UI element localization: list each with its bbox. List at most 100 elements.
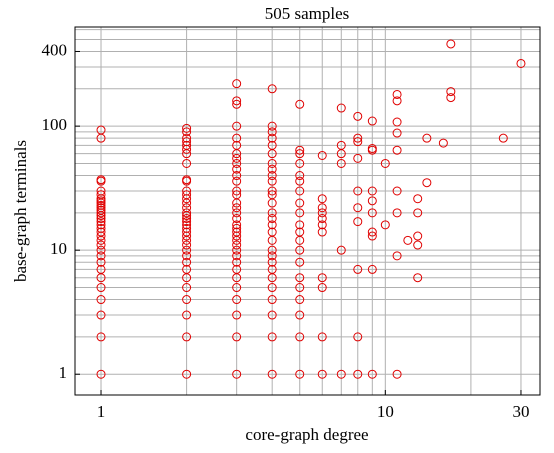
scatter-point	[353, 133, 363, 143]
scatter-point	[96, 257, 106, 267]
scatter-point	[232, 164, 242, 174]
scatter-point	[295, 220, 305, 230]
scatter-point	[267, 257, 277, 267]
y-tick-label: 10	[50, 239, 67, 258]
scatter-point	[353, 111, 363, 121]
plot-frame	[74, 26, 541, 396]
scatter-point	[182, 257, 192, 267]
scatter-point	[353, 203, 363, 213]
scatter-point	[367, 186, 377, 196]
scatter-point	[336, 369, 346, 379]
scatter-point	[392, 128, 402, 138]
scatter-point	[317, 208, 327, 218]
scatter-point	[232, 203, 242, 213]
scatter-point	[446, 93, 456, 103]
scatter-point	[413, 194, 423, 204]
scatter-point	[295, 369, 305, 379]
scatter-point	[182, 175, 192, 185]
scatter-point	[96, 245, 106, 255]
scatter-point	[295, 332, 305, 342]
scatter-point	[446, 87, 456, 97]
scatter-point	[317, 332, 327, 342]
scatter-point	[96, 295, 106, 305]
scatter-point	[182, 190, 192, 200]
scatter-point	[232, 332, 242, 342]
scatter-point	[295, 257, 305, 267]
scatter-point	[182, 245, 192, 255]
scatter-point	[267, 84, 277, 94]
scatter-point	[336, 103, 346, 113]
scatter-point	[96, 240, 106, 250]
x-tick-label: 1	[97, 402, 106, 421]
scatter-point	[367, 144, 377, 154]
scatter-point	[295, 99, 305, 109]
scatter-point	[182, 240, 192, 250]
scatter-point	[267, 264, 277, 274]
scatter-point	[232, 79, 242, 89]
scatter-point	[96, 186, 106, 196]
scatter-point	[353, 369, 363, 379]
scatter-point	[232, 264, 242, 274]
scatter-point	[392, 145, 402, 155]
scatter-point	[96, 220, 106, 230]
scatter-point	[96, 175, 106, 185]
scatter-point	[295, 149, 305, 159]
scatter-point	[392, 89, 402, 99]
scatter-point	[232, 186, 242, 196]
scatter-point	[96, 205, 106, 215]
scatter-point	[367, 369, 377, 379]
scatter-point	[267, 332, 277, 342]
scatter-point	[182, 227, 192, 237]
scatter-point	[182, 140, 192, 150]
scatter-point	[367, 264, 377, 274]
scatter-point	[295, 227, 305, 237]
scatter-point	[267, 245, 277, 255]
scatter-point	[96, 190, 106, 200]
scatter-point	[96, 217, 106, 227]
scatter-point	[96, 227, 106, 237]
y-tick-label: 100	[42, 115, 68, 134]
scatter-point	[392, 117, 402, 127]
scatter-point	[232, 140, 242, 150]
scatter-point	[267, 283, 277, 293]
scatter-point	[96, 196, 106, 206]
scatter-point	[392, 186, 402, 196]
scatter-point	[232, 283, 242, 293]
scatter-point	[232, 96, 242, 106]
scatter-point	[267, 127, 277, 137]
scatter-point	[267, 227, 277, 237]
scatter-point	[267, 158, 277, 168]
scatter-point	[317, 150, 327, 160]
scatter-point	[182, 310, 192, 320]
scatter-point	[232, 310, 242, 320]
chart-title: 505 samples	[265, 4, 350, 23]
scatter-point	[367, 227, 377, 237]
x-tick-label: 10	[377, 402, 394, 421]
scatter-point	[182, 123, 192, 133]
scatter-point	[295, 245, 305, 255]
scatter-point	[96, 283, 106, 293]
scatter-point	[182, 208, 192, 218]
scatter-point	[232, 133, 242, 143]
scatter-point	[96, 332, 106, 342]
scatter-point	[295, 158, 305, 168]
scatter-point	[422, 178, 432, 188]
scatter-point	[392, 251, 402, 261]
scatter-point	[232, 227, 242, 237]
scatter-point	[96, 251, 106, 261]
scatter-point	[96, 264, 106, 274]
scatter-point	[232, 257, 242, 267]
scatter-point	[182, 264, 192, 274]
scatter-point	[295, 310, 305, 320]
scatter-point	[380, 220, 390, 230]
scatter-point	[182, 203, 192, 213]
x-tick-label: 30	[512, 402, 529, 421]
scatter-point	[267, 251, 277, 261]
scatter-point	[232, 208, 242, 218]
scatter-point	[353, 217, 363, 227]
scatter-point	[267, 140, 277, 150]
scatter-point	[295, 145, 305, 155]
scatter-point	[392, 208, 402, 218]
scatter-point	[232, 220, 242, 230]
